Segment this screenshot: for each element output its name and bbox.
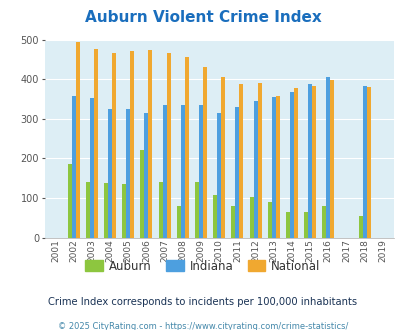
Bar <box>289 92 293 238</box>
Bar <box>76 42 79 238</box>
Bar <box>94 49 98 238</box>
Legend: Auburn, Indiana, National: Auburn, Indiana, National <box>81 255 324 278</box>
Bar <box>108 109 112 238</box>
Bar <box>221 77 225 238</box>
Bar <box>112 53 116 238</box>
Bar <box>198 105 202 238</box>
Bar <box>257 83 261 238</box>
Bar <box>202 67 207 238</box>
Bar <box>303 212 307 238</box>
Bar <box>184 57 188 238</box>
Bar <box>358 216 362 238</box>
Bar <box>213 195 217 238</box>
Bar <box>90 98 94 238</box>
Bar <box>104 183 108 238</box>
Bar <box>144 113 148 238</box>
Bar <box>158 182 162 238</box>
Bar <box>86 182 90 238</box>
Bar <box>285 212 289 238</box>
Bar <box>140 150 144 238</box>
Bar <box>267 202 271 238</box>
Bar <box>231 206 235 238</box>
Bar <box>235 107 239 238</box>
Bar <box>126 109 130 238</box>
Bar <box>293 88 297 238</box>
Bar <box>177 206 180 238</box>
Bar <box>148 50 152 238</box>
Bar <box>307 84 311 238</box>
Bar <box>217 113 221 238</box>
Bar <box>362 86 366 238</box>
Bar <box>122 184 126 238</box>
Bar <box>271 97 275 238</box>
Text: Auburn Violent Crime Index: Auburn Violent Crime Index <box>84 10 321 25</box>
Bar <box>162 105 166 238</box>
Bar <box>326 77 330 238</box>
Bar <box>366 87 370 238</box>
Bar <box>68 164 72 238</box>
Bar <box>180 105 184 238</box>
Bar <box>322 206 326 238</box>
Bar <box>72 96 76 238</box>
Text: Crime Index corresponds to incidents per 100,000 inhabitants: Crime Index corresponds to incidents per… <box>48 297 357 307</box>
Bar <box>253 101 257 238</box>
Bar <box>311 86 315 238</box>
Bar <box>330 81 334 238</box>
Bar <box>130 51 134 238</box>
Bar <box>275 96 279 238</box>
Bar <box>239 83 243 238</box>
Bar <box>166 53 170 238</box>
Text: © 2025 CityRating.com - https://www.cityrating.com/crime-statistics/: © 2025 CityRating.com - https://www.city… <box>58 322 347 330</box>
Bar <box>194 182 198 238</box>
Bar <box>249 197 253 238</box>
